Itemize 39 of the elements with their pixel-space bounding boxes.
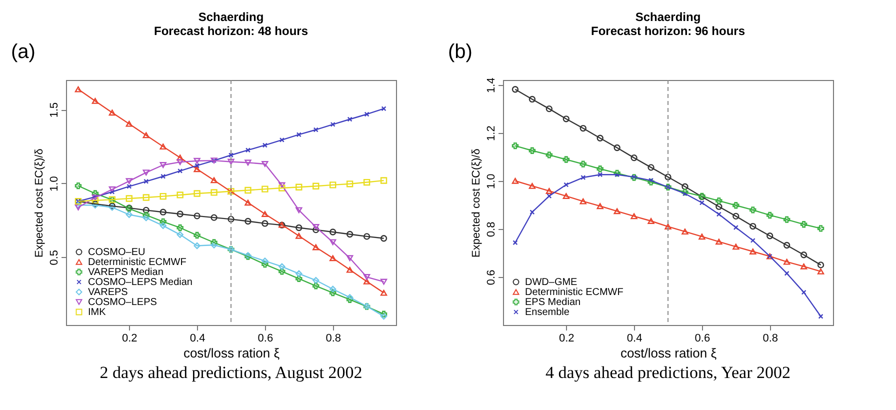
text: 4 days ahead predictions, Year 2002 <box>545 363 791 382</box>
y-tick-label: 1.0 <box>48 176 60 192</box>
x-axis-title: cost/loss ration ξ <box>183 346 280 360</box>
text: 2 days ahead predictions, August 2002 <box>100 363 362 382</box>
x-tick-label: 0.4 <box>626 332 642 344</box>
legend-label: Deterministic ECMWF <box>525 287 624 298</box>
legend-label: Deterministic ECMWF <box>88 257 186 268</box>
x-tick-label: 0.6 <box>694 332 710 344</box>
chart-title: Schaerding <box>198 10 264 24</box>
x-tick-label: 0.6 <box>258 332 274 344</box>
chart-subtitle: Forecast horizon: 48 hours <box>154 24 308 38</box>
y-tick-label: 0.5 <box>48 250 60 266</box>
y-tick-label: 0.6 <box>486 270 498 286</box>
y-tick-label: 0.8 <box>486 222 498 238</box>
legend-label: VAREPS Median <box>88 267 164 278</box>
y-tick-label: 1.5 <box>48 102 60 118</box>
legend-label: COSMO–EU <box>88 247 146 258</box>
legend-label: EPS Median <box>525 297 581 308</box>
legend-label: DWD–GME <box>525 277 578 288</box>
legend-label: Ensemble <box>525 307 570 318</box>
x-tick-label: 0.8 <box>326 332 341 344</box>
legend-label: VAREPS <box>88 287 128 298</box>
text: (a) <box>11 41 36 63</box>
y-axis-title: Expected cost EC(ξ)/δ <box>470 148 482 258</box>
x-tick-label: 0.2 <box>559 332 574 344</box>
y-axis-title: Expected cost EC(ξ)/δ <box>34 148 46 258</box>
y-tick-label: 1.0 <box>486 174 498 190</box>
x-axis-title: cost/loss ration ξ <box>620 346 717 360</box>
chart-title: Schaerding <box>635 10 701 24</box>
legend-label: COSMO–LEPS Median <box>88 277 192 288</box>
x-tick-label: 0.8 <box>762 332 778 344</box>
y-tick-label: 1.4 <box>486 78 498 93</box>
legend-label: COSMO–LEPS <box>88 297 158 308</box>
y-tick-label: 1.2 <box>486 126 498 141</box>
x-tick-label: 0.4 <box>190 332 206 344</box>
x-tick-label: 0.2 <box>122 332 138 344</box>
chart-subtitle: Forecast horizon: 96 hours <box>590 24 746 38</box>
legend-label: IMK <box>88 307 106 318</box>
text: (b) <box>448 41 472 63</box>
